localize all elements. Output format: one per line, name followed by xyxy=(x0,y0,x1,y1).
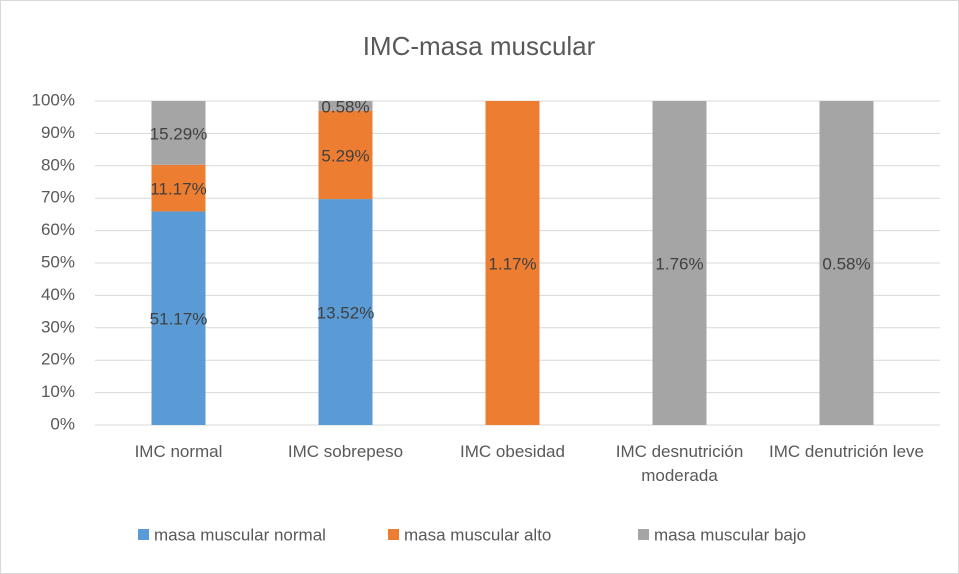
legend-swatch xyxy=(138,529,149,540)
bar-segment xyxy=(151,211,206,425)
data-label: 15.29% xyxy=(150,124,208,143)
data-label: 0.58% xyxy=(321,97,369,116)
bar-segment xyxy=(819,101,874,425)
y-tick-label: 60% xyxy=(41,220,75,239)
bar-segment xyxy=(151,164,206,212)
bar-segment xyxy=(318,101,373,111)
y-tick-label: 40% xyxy=(41,285,75,304)
y-tick-label: 10% xyxy=(41,382,75,401)
y-tick-label: 80% xyxy=(41,155,75,174)
data-label: 1.17% xyxy=(488,254,536,273)
y-tick-label: 50% xyxy=(41,252,75,271)
x-tick-label: IMC desnutrición moderada xyxy=(615,442,744,485)
legend-label: masa muscular normal xyxy=(154,525,326,544)
x-tick-label: IMC normal xyxy=(134,442,223,461)
legend-swatch xyxy=(388,529,399,540)
bar-segment xyxy=(151,101,206,165)
bar-segment xyxy=(318,110,373,200)
chart-title: IMC-masa muscular xyxy=(363,31,596,61)
bar-segment xyxy=(652,101,707,425)
legend-label: masa muscular alto xyxy=(404,525,551,544)
data-label: 51.17% xyxy=(150,310,208,329)
bar-segment xyxy=(318,199,373,425)
data-label: 11.17% xyxy=(150,180,206,199)
legend-label: masa muscular bajo xyxy=(654,525,806,544)
data-label: 1.76% xyxy=(655,254,703,273)
y-tick-label: 100% xyxy=(32,90,75,109)
legend-swatch xyxy=(638,529,649,540)
x-tick-label: IMC sobrepeso xyxy=(287,442,404,461)
data-label: 5.29% xyxy=(321,146,369,165)
x-tick-label: IMC denutrición leve xyxy=(769,442,924,461)
y-tick-label: 30% xyxy=(41,317,75,336)
y-tick-label: 70% xyxy=(41,188,75,207)
bar-segment xyxy=(485,101,540,425)
y-tick-label: 90% xyxy=(41,123,75,142)
data-label: 13.52% xyxy=(317,304,375,323)
y-tick-label: 0% xyxy=(50,414,75,433)
y-tick-label: 20% xyxy=(41,350,75,369)
data-label: 0.58% xyxy=(822,254,870,273)
x-tick-label: IMC obesidad xyxy=(460,442,565,461)
